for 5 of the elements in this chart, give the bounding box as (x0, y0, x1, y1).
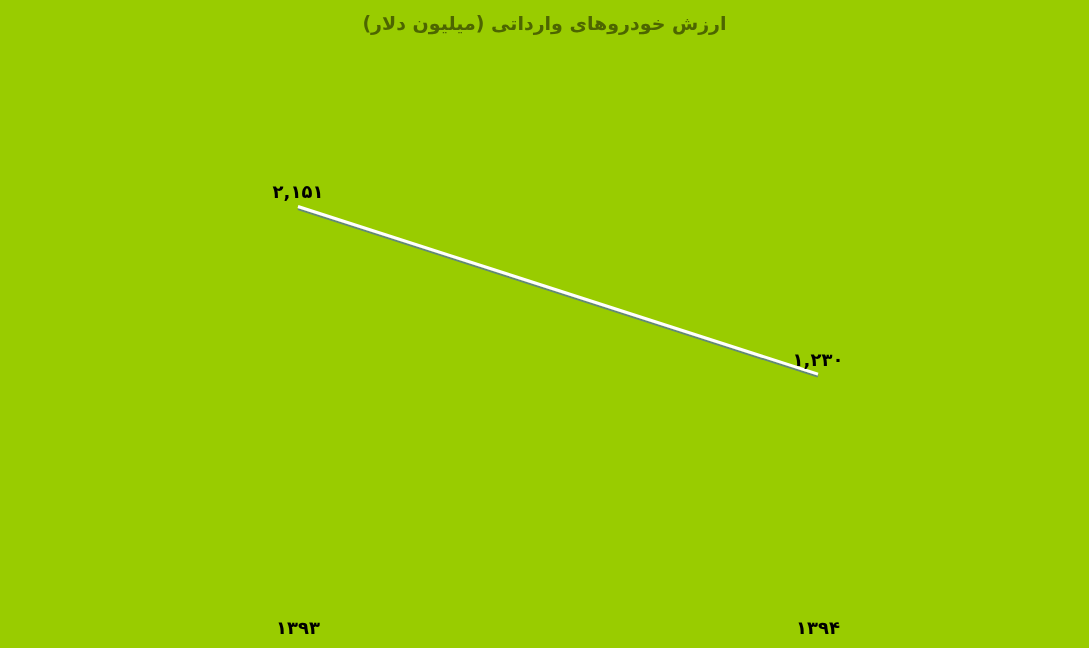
chart-title: ارزش خودروهای وارداتی (میلیون دلار) (362, 11, 727, 35)
data-label: ۱,۲۳۰ (792, 348, 844, 370)
x-tick-label: ۱۳۹۳ (276, 616, 320, 638)
data-label: ۲,۱۵۱ (272, 181, 324, 203)
x-tick-label: ۱۳۹۴ (796, 616, 840, 638)
